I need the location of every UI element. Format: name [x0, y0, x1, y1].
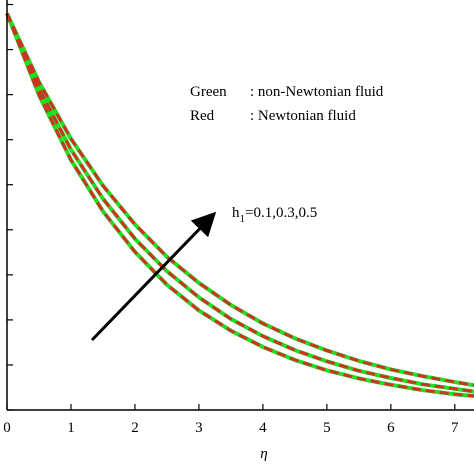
note-key: Green — [190, 84, 227, 100]
x-tick-label: 4 — [259, 420, 267, 436]
x-tick-label: 2 — [131, 420, 139, 436]
line-series — [5, 12, 474, 387]
x-tick-label: 1 — [67, 420, 75, 436]
x-tick-label: 0 — [3, 420, 11, 436]
line-series — [5, 12, 474, 399]
arrow-label: h1=0.1,0.3,0.5 — [232, 205, 317, 225]
note-text: : non-Newtonian fluid — [250, 84, 384, 100]
line-series — [5, 12, 474, 394]
arrow — [90, 211, 217, 342]
arrow-label-sub: 1 — [240, 213, 246, 225]
arrow-label-rest: =0.1,0.3,0.5 — [245, 205, 317, 221]
note-text: : Newtonian fluid — [250, 108, 356, 124]
x-axis-label: η — [260, 446, 267, 462]
x-tick-label: 6 — [387, 420, 395, 436]
x-tick-label: 3 — [195, 420, 203, 436]
line-series — [5, 12, 474, 388]
x-tick-label: 7 — [451, 420, 459, 436]
note-key: Red — [190, 108, 215, 124]
arrow-label-base: h — [232, 205, 240, 221]
plot-area — [5, 12, 474, 399]
x-tick-label: 5 — [323, 420, 331, 436]
line-series — [5, 12, 474, 398]
